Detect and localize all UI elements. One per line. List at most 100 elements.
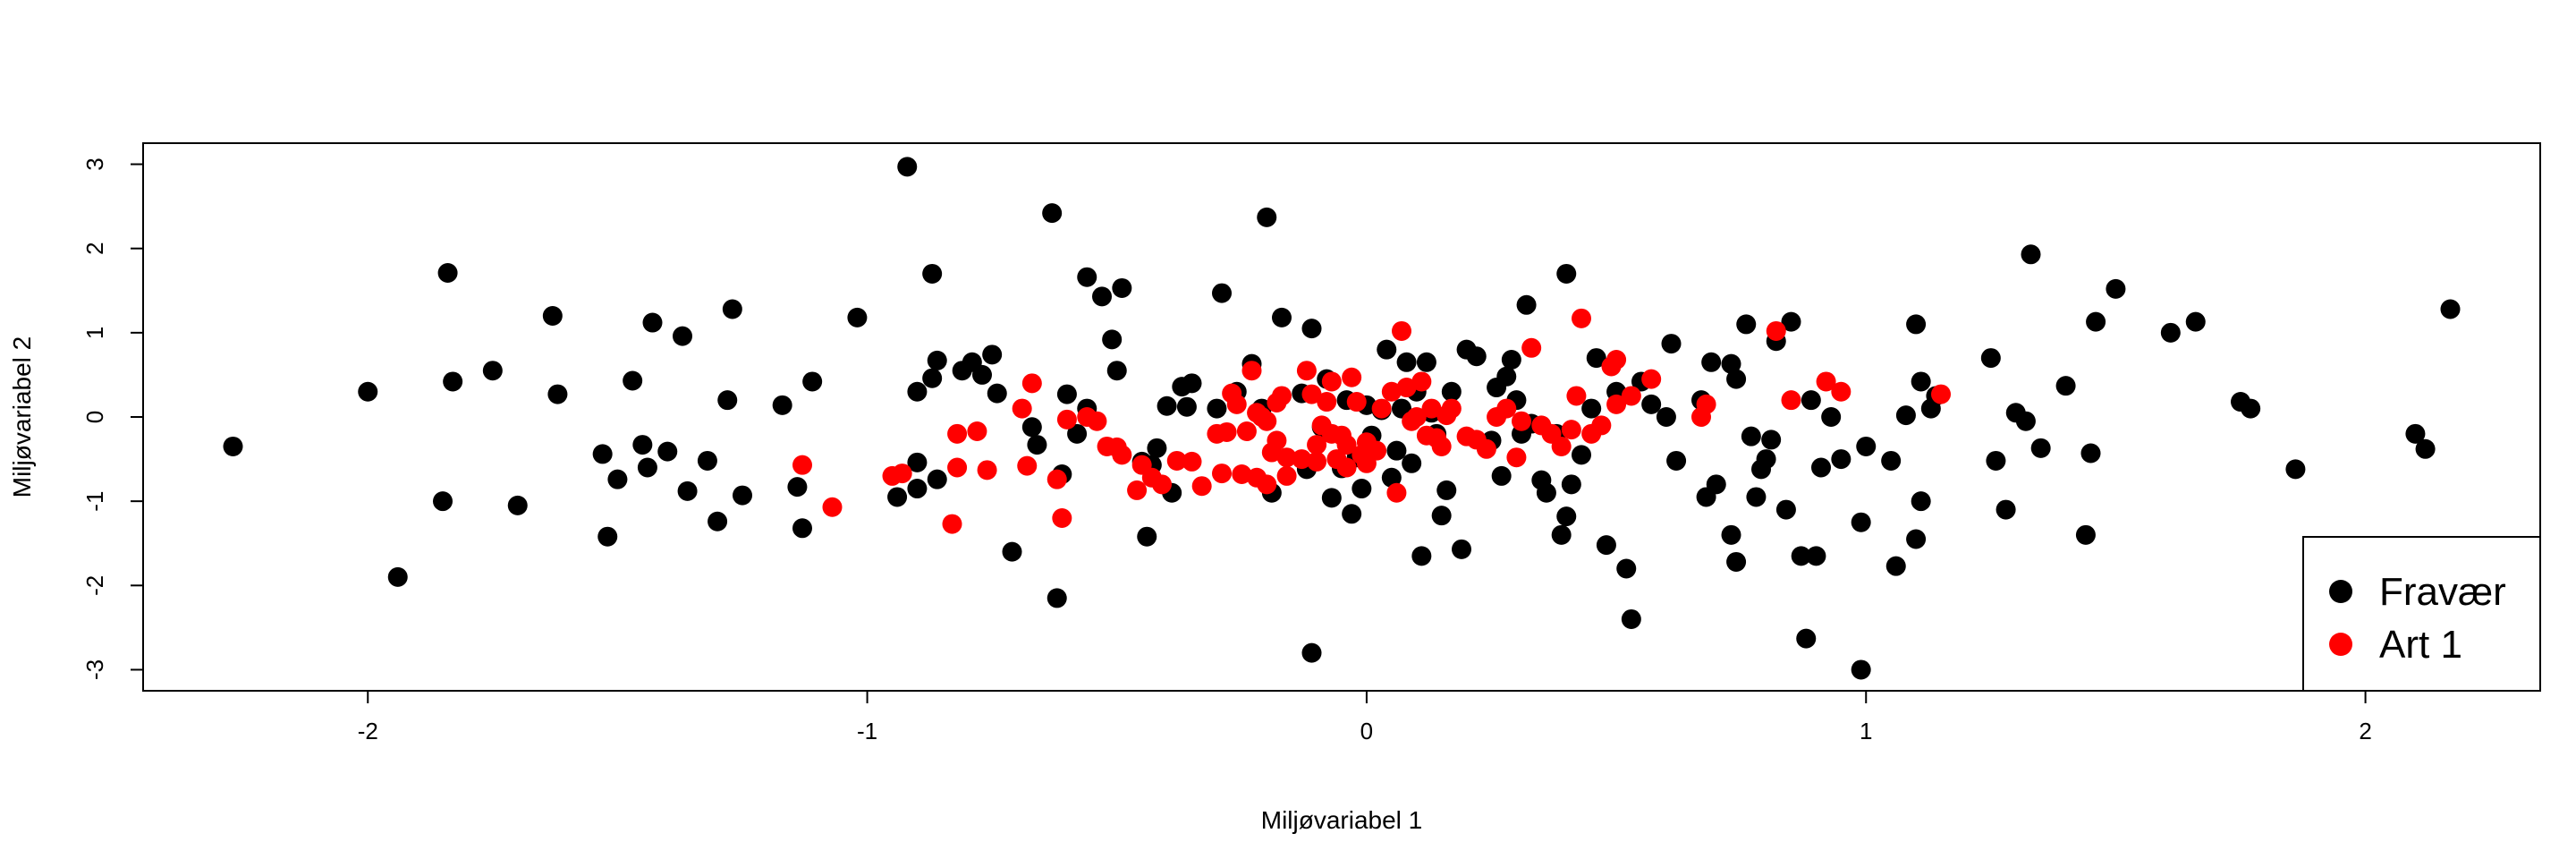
point-series-0-95: [1402, 454, 1421, 473]
legend-marker-art-1: [2329, 633, 2352, 656]
point-series-0-155: [1806, 546, 1826, 566]
point-series-0-22: [717, 390, 737, 410]
point-series-0-137: [1701, 353, 1721, 372]
point-series-0-163: [1886, 557, 1906, 576]
points-layer: [224, 157, 2461, 679]
point-series-1-7: [967, 421, 987, 441]
point-series-1-13: [1052, 508, 1072, 528]
x-axis: -2 -1 0 1 2: [358, 691, 2372, 744]
point-series-0-181: [2086, 312, 2106, 332]
x-tick-label-3: 1: [1860, 718, 1872, 744]
point-series-0-25: [773, 395, 792, 415]
point-series-0-15: [638, 457, 657, 477]
point-series-1-19: [1112, 445, 1131, 464]
point-series-1-78: [1442, 399, 1462, 419]
point-series-0-172: [1986, 451, 2005, 471]
point-series-0-4: [438, 263, 458, 283]
point-series-1-67: [1386, 483, 1406, 503]
point-series-0-154: [1801, 390, 1821, 410]
y-tick-label-1: -2: [81, 575, 108, 596]
point-series-0-142: [1726, 370, 1746, 389]
point-series-0-176: [2021, 244, 2041, 264]
point-series-0-123: [1572, 445, 1591, 464]
point-series-0-177: [2031, 438, 2051, 458]
point-series-0-183: [2161, 323, 2181, 343]
legend-box: [2303, 537, 2540, 691]
point-series-0-164: [1896, 405, 1916, 425]
point-series-0-65: [1177, 397, 1197, 417]
point-series-0-190: [2441, 299, 2461, 319]
point-series-0-159: [1852, 659, 1871, 679]
point-series-0-8: [543, 306, 563, 326]
point-series-0-186: [2241, 399, 2260, 419]
point-series-0-150: [1776, 500, 1796, 520]
point-series-0-67: [1207, 399, 1226, 419]
x-axis-label: Miljøvariabel 1: [1261, 806, 1423, 834]
point-series-0-30: [887, 487, 907, 506]
point-series-1-8: [978, 460, 997, 480]
point-series-0-167: [1911, 371, 1931, 391]
point-series-1-31: [1227, 395, 1247, 414]
point-series-0-41: [972, 365, 992, 385]
point-series-1-5: [947, 424, 967, 444]
point-series-1-10: [1017, 456, 1037, 476]
point-series-1-4: [943, 515, 962, 534]
x-tick-label-0: -2: [358, 718, 378, 744]
point-series-0-119: [1552, 525, 1572, 545]
point-series-0-21: [708, 512, 727, 532]
point-series-0-90: [1377, 340, 1396, 360]
point-series-1-68: [1392, 321, 1411, 341]
point-series-0-6: [483, 361, 503, 380]
point-series-0-144: [1741, 427, 1761, 447]
point-series-0-117: [1537, 483, 1556, 503]
y-tick-label-2: -1: [81, 491, 108, 512]
point-series-0-7: [508, 496, 528, 515]
point-series-0-141: [1726, 552, 1746, 572]
point-series-1-38: [1257, 474, 1276, 494]
point-series-0-182: [2106, 279, 2125, 299]
point-series-0-26: [787, 477, 807, 497]
point-series-0-29: [847, 308, 867, 327]
point-series-0-59: [1137, 527, 1157, 547]
point-series-0-157: [1821, 407, 1841, 427]
point-series-0-54: [1092, 286, 1112, 306]
point-series-1-20: [1127, 481, 1147, 500]
point-series-1-90: [1562, 420, 1581, 439]
point-series-0-61: [1147, 438, 1166, 458]
point-series-0-104: [1452, 540, 1471, 559]
point-series-0-57: [1112, 278, 1131, 298]
point-series-0-184: [2186, 312, 2206, 332]
point-series-0-16: [643, 313, 663, 333]
point-series-0-134: [1666, 451, 1686, 471]
point-series-0-19: [678, 481, 698, 501]
point-series-1-94: [1591, 415, 1611, 435]
point-series-1-59: [1342, 368, 1361, 387]
point-series-0-121: [1556, 506, 1576, 526]
point-series-0-10: [593, 444, 613, 464]
point-series-0-55: [1102, 329, 1122, 349]
point-series-0-53: [1077, 268, 1097, 287]
point-series-0-31: [897, 157, 917, 176]
point-series-0-106: [1467, 346, 1487, 366]
point-series-0-161: [1856, 437, 1876, 456]
point-series-1-11: [1022, 373, 1042, 393]
point-series-0-110: [1496, 367, 1516, 387]
point-series-0-68: [1212, 284, 1232, 303]
point-series-0-27: [792, 518, 812, 538]
point-series-0-158: [1831, 449, 1851, 469]
point-series-0-0: [224, 437, 243, 456]
point-series-0-48: [1047, 588, 1067, 608]
point-series-1-52: [1317, 392, 1336, 412]
point-series-1-26: [1192, 476, 1212, 496]
point-series-0-97: [1411, 546, 1431, 566]
point-series-0-9: [547, 385, 567, 404]
point-series-0-109: [1492, 466, 1512, 486]
y-axis: -3-2-10123: [81, 157, 143, 680]
point-series-0-122: [1562, 474, 1581, 494]
point-series-1-65: [1372, 399, 1392, 419]
y-tick-label-6: 3: [81, 157, 108, 170]
x-tick-label-4: 2: [2359, 718, 2371, 744]
point-series-0-2: [388, 567, 408, 587]
y-tick-label-4: 1: [81, 327, 108, 339]
